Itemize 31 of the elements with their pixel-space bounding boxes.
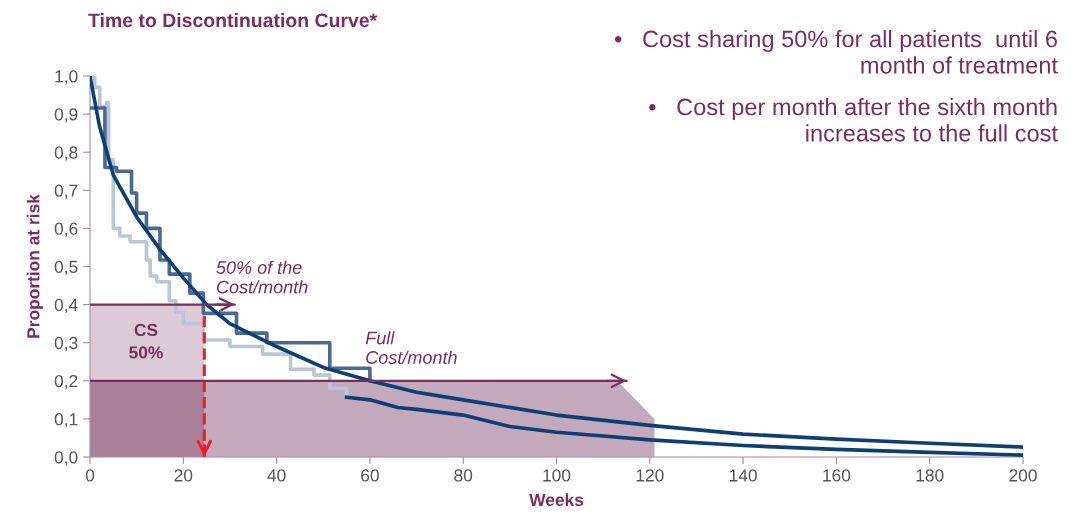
y-tick-label: 0,1 <box>54 413 78 428</box>
y-tick-label: 0,7 <box>54 184 78 199</box>
x-axis-title: Weeks <box>529 493 584 507</box>
y-tick-label: 1,0 <box>55 70 78 85</box>
y-tick-label: 0,8 <box>54 146 78 161</box>
x-tick-label: 200 <box>1009 469 1037 482</box>
x-tick-label: 100 <box>543 469 571 482</box>
x-tick-label: 180 <box>916 469 944 482</box>
x-tick-label: 0 <box>85 469 95 482</box>
y-tick-label: 0,5 <box>54 260 78 276</box>
annotation: CS 50% <box>129 323 163 359</box>
y-tick-label: 0,0 <box>54 451 78 466</box>
x-tick-label: 160 <box>823 469 851 482</box>
y-tick-label: 0,9 <box>54 108 78 123</box>
x-tick-label: 40 <box>267 469 286 482</box>
x-tick-label: 120 <box>636 469 664 482</box>
text: • Cost sharing 50% for all patients until 6 month of treatment <box>614 30 1058 74</box>
y-tick-label: 0,6 <box>54 222 78 237</box>
x-tick-label: 80 <box>454 469 473 482</box>
x-tick-label: 20 <box>174 469 193 482</box>
y-tick-label: 0,2 <box>54 374 78 390</box>
annotation: • Cost per month after the sixth month increases to the full cost <box>649 98 1058 142</box>
y-axis-title: Proportion at risk <box>26 194 43 338</box>
chart-title: Time to Discontinuation Curve* <box>88 12 378 28</box>
annotation: Full Cost/month <box>365 331 457 364</box>
y-tick-label: 0,4 <box>54 298 78 314</box>
annotation: 50% of the Cost/month <box>216 260 308 294</box>
y-tick-label: 0,3 <box>54 336 78 352</box>
x-tick-label: 60 <box>361 469 379 482</box>
x-tick-label: 140 <box>729 469 757 482</box>
line-series <box>344 395 1023 457</box>
